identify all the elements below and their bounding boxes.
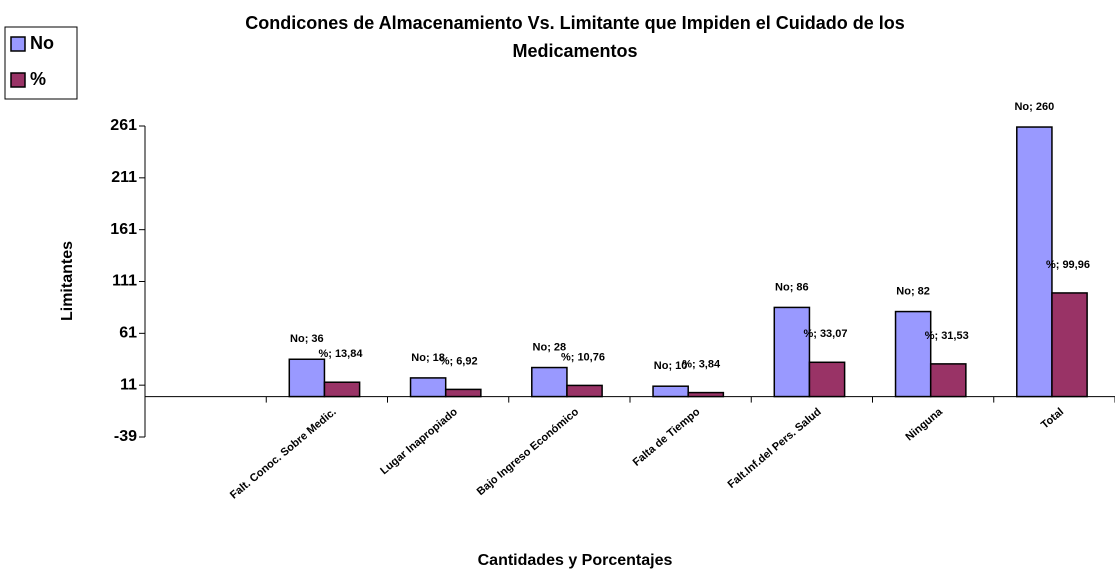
data-label: %; 10,76 bbox=[561, 351, 605, 363]
x-tick-label: Falta de Tiempo bbox=[631, 406, 703, 469]
data-label: %; 13,84 bbox=[318, 348, 363, 360]
bar bbox=[566, 384, 603, 398]
x-axis-label: Cantidades y Porcentajes bbox=[478, 552, 673, 569]
bar bbox=[1051, 292, 1088, 398]
y-tick-label: 161 bbox=[110, 221, 137, 238]
y-tick-label: 61 bbox=[119, 325, 137, 342]
bar bbox=[929, 363, 967, 398]
bar bbox=[773, 306, 811, 398]
legend-swatch bbox=[10, 72, 26, 88]
y-tick-label: 11 bbox=[120, 376, 137, 393]
y-tick-label: 211 bbox=[111, 169, 137, 186]
bar bbox=[894, 310, 932, 398]
x-tick-label: Bajo Ingreso Económico bbox=[475, 406, 582, 498]
data-label: No; 10 bbox=[654, 360, 688, 372]
x-tick-label: Ninguna bbox=[904, 405, 946, 443]
bar bbox=[1016, 126, 1053, 398]
legend-label: % bbox=[30, 69, 46, 89]
x-tick-label: Total bbox=[1039, 406, 1066, 432]
legend-swatch bbox=[10, 36, 26, 52]
x-tick-label: Lugar Inapropiado bbox=[378, 406, 460, 477]
bar bbox=[323, 381, 361, 398]
y-tick-label: 111 bbox=[112, 273, 137, 290]
data-label: No; 86 bbox=[775, 281, 809, 293]
bar bbox=[444, 388, 482, 398]
chart-title: Condicones de Almacenamiento Vs. Limitan… bbox=[245, 13, 904, 33]
data-label: No; 36 bbox=[290, 333, 324, 345]
data-label: %; 31,53 bbox=[925, 330, 969, 342]
data-label: No; 18 bbox=[411, 352, 445, 364]
y-tick-label: -39 bbox=[114, 428, 137, 445]
data-label: %; 99,96 bbox=[1046, 259, 1090, 271]
bar bbox=[808, 361, 846, 398]
data-label: %; 6,92 bbox=[440, 355, 478, 367]
x-tick-label: Falt.Inf.del Pers. Salud bbox=[726, 406, 824, 491]
bar bbox=[288, 358, 326, 398]
bar bbox=[652, 385, 689, 398]
y-axis-label: Limitantes bbox=[59, 241, 76, 321]
data-label: No; 28 bbox=[533, 341, 567, 353]
bar bbox=[687, 391, 725, 398]
chart-title: Medicamentos bbox=[512, 41, 637, 61]
data-label: No; 260 bbox=[1014, 101, 1054, 113]
data-label: %; 33,07 bbox=[803, 328, 847, 340]
bar bbox=[531, 366, 568, 398]
y-tick-label: 261 bbox=[110, 117, 137, 134]
x-tick-label: Falt. Conoc. Sobre Medic. bbox=[228, 406, 339, 502]
legend-label: No bbox=[30, 33, 54, 53]
data-label: No; 82 bbox=[896, 285, 930, 297]
data-label: %; 3,84 bbox=[682, 358, 721, 370]
bar bbox=[409, 377, 447, 398]
